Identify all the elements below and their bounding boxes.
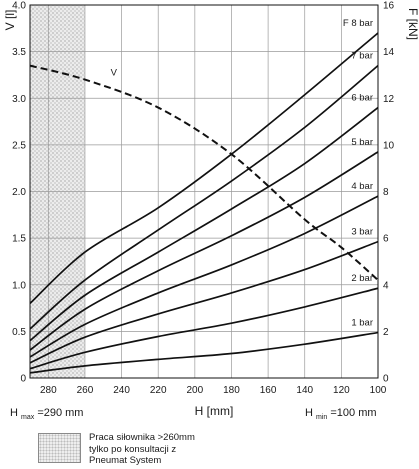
y-right-tick-label: 12 [383,94,395,105]
y-left-tick-label: 0 [20,374,26,385]
volume-line-label: V [111,68,118,79]
series-label: 4 bar [351,181,373,192]
series-line [29,240,379,364]
y-right-tick-label: 10 [383,140,395,151]
y-right-tick-labels: 0 2 4 6 8 10 12 14 16 [383,1,395,385]
y-right-tick-label: 6 [383,234,389,245]
h-max-rest: =290 mm [37,407,83,419]
y-right-tick-label: 8 [383,187,389,198]
h-max-sub: max [21,414,35,421]
y-left-tick-label: 0.5 [12,327,26,338]
series-line [29,106,379,342]
y-left-tick-label: 3.0 [12,94,26,105]
y-left-tick-label: 2.5 [12,140,26,151]
y-left-tick-label: 3.5 [12,47,26,58]
h-max-label: H max =290 mm [10,407,83,422]
legend-line-3: Pneumat System [89,455,162,466]
series-line [29,331,379,374]
h-min-main: H [305,407,313,419]
series-label: 6 bar [351,93,373,104]
series-lines [29,32,379,374]
series-line [29,32,379,305]
h-min-label: H min =100 mm [305,407,377,422]
h-min-rest: =100 mm [330,407,376,419]
x-tick-label: 140 [296,385,313,396]
volume-line [29,64,379,281]
legend-hatch-swatch [38,433,81,463]
legend-line-1: Praca siłownika >260mm [89,432,195,443]
x-tick-label: 280 [40,385,57,396]
y-left-tick-labels: 0 0.5 1.0 1.5 2.0 2.5 3.0 3.5 4.0 [12,1,26,385]
x-tick-label: 100 [370,385,387,396]
legend-note: Praca siłownika >260mm tylko po konsulta… [89,432,289,467]
x-tick-label: 120 [333,385,350,396]
y-right-axis-title: F [kN] [406,8,419,40]
series-line [29,195,379,358]
x-tick-label: 160 [260,385,277,396]
y-right-tick-label: 14 [383,47,395,58]
y-left-axis-title: V [l] [3,10,17,31]
series-line [29,151,379,351]
h-max-main: H [10,407,18,419]
x-tick-label: 220 [150,385,167,396]
x-axis-title: H [mm] [195,404,234,418]
series-labels: 1 bar 2 bar 3 bar 4 bar 5 bar 6 bar 7 bar F 8 b… [343,18,373,329]
y-left-tick-label: 2.0 [12,187,26,198]
series-label: F 8 bar [343,18,373,29]
series-label: 1 bar [351,318,373,329]
series-label: 7 bar [351,51,373,62]
volume-line-group: V [29,64,379,281]
x-tick-label: 260 [77,385,94,396]
y-right-tick-label: 2 [383,327,389,338]
series-label: 5 bar [351,137,373,148]
x-tick-label: 180 [223,385,240,396]
h-min-sub: min [316,414,327,421]
x-tick-labels: 280 260 240 220 200 180 160 140 120 100 [40,385,387,396]
plot-frame [29,4,379,379]
y-left-tick-label: 1.5 [12,234,26,245]
series-line [29,64,379,330]
x-tick-label: 240 [113,385,130,396]
y-left-tick-label: 1.0 [12,280,26,291]
series-line [29,287,379,370]
y-right-tick-label: 16 [383,1,395,12]
series-label: 3 bar [351,227,373,238]
x-tick-label: 200 [186,385,203,396]
series-label: 2 bar [351,273,373,284]
y-right-tick-label: 4 [383,280,389,291]
legend-line-2: tylko po konsultacji z [89,443,177,455]
y-left-tick-label: 4.0 [12,1,26,12]
y-right-tick-label: 0 [383,374,389,385]
